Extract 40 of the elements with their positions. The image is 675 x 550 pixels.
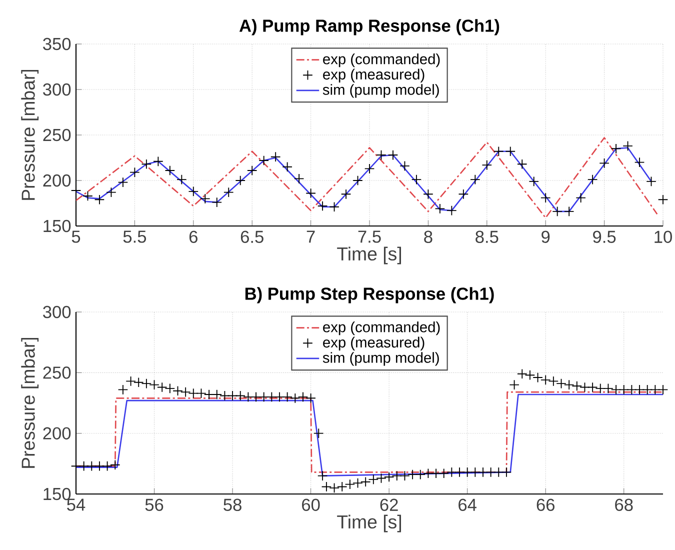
- x-tick-label: 6.5: [240, 230, 264, 243]
- y-tick-label: 250: [43, 366, 71, 379]
- y-tick-label: 300: [43, 83, 71, 96]
- y-axis-title: Pressure [mbar]: [21, 338, 39, 468]
- x-tick-label: 8: [424, 230, 432, 243]
- y-tick-label: 250: [43, 128, 71, 142]
- legend-label: exp (measured): [323, 336, 424, 350]
- x-tick-label: 64: [458, 498, 476, 511]
- y-tick-label: 200: [43, 174, 71, 187]
- x-tick-label: 5.5: [123, 230, 146, 243]
- y-axis-title: Pressure [mbar]: [21, 70, 39, 200]
- legend-label: exp (commanded): [323, 54, 440, 68]
- x-tick-label: 58: [224, 498, 242, 511]
- legend-label: exp (commanded): [323, 322, 440, 336]
- y-tick-label: 300: [43, 306, 71, 318]
- x-tick-label: 66: [536, 498, 554, 511]
- y-tick-label: 200: [43, 427, 71, 440]
- y-tick-label: 150: [44, 488, 71, 500]
- x-tick-label: 10: [654, 230, 672, 243]
- y-tick-label: 350: [43, 38, 71, 50]
- x-tick-label: 62: [380, 498, 398, 511]
- x-axis-title: Time [s]: [337, 246, 401, 264]
- x-tick-label: 7.5: [358, 230, 381, 243]
- x-tick-label: 56: [145, 498, 164, 511]
- x-tick-label: 7: [306, 230, 315, 243]
- x-tick-label: 6: [189, 230, 198, 243]
- x-tick-label: 9.5: [593, 230, 616, 243]
- y-tick-label: 150: [44, 220, 71, 232]
- x-tick-label: 68: [615, 498, 633, 511]
- x-tick-label: 9: [542, 230, 550, 243]
- x-tick-label: 8.5: [476, 230, 498, 243]
- chart-title: A) Pump Ramp Response (Ch1): [239, 19, 500, 36]
- x-axis-title: Time [s]: [337, 514, 401, 532]
- legend-label: exp (measured): [323, 68, 424, 82]
- legend-label: sim (pump model): [322, 84, 439, 98]
- x-tick-label: 54: [67, 498, 86, 511]
- legend-label: sim (pump model): [322, 352, 439, 366]
- x-tick-label: 60: [302, 498, 320, 511]
- x-tick-label: 5: [72, 230, 80, 243]
- chart-title: B) Pump Step Response (Ch1): [245, 287, 494, 304]
